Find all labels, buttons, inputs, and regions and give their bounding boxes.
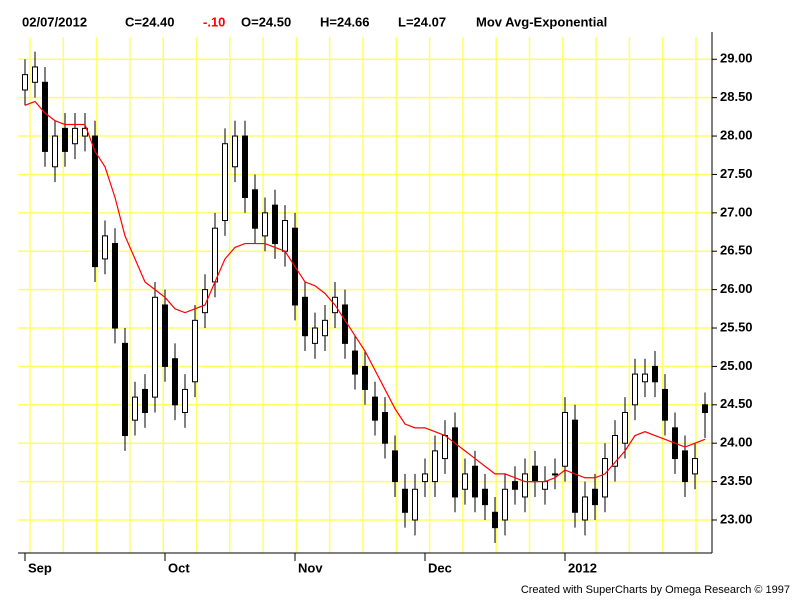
candle-body: [252, 189, 258, 229]
candle-body: [352, 350, 358, 375]
candle-body: [372, 396, 378, 421]
candle-body: [312, 327, 318, 344]
x-tick-label: Sep: [28, 560, 52, 575]
candle-body: [202, 289, 208, 314]
candle-body: [182, 388, 188, 413]
candle-body: [502, 488, 508, 521]
candle-body: [422, 473, 428, 483]
candle-body: [22, 74, 28, 91]
y-tick-label: 26.50: [720, 243, 753, 258]
candle-body: [412, 488, 418, 521]
x-tick-label: Dec: [428, 560, 452, 575]
candle-body: [162, 304, 168, 367]
candle-body: [562, 411, 568, 467]
y-tick-label: 24.50: [720, 396, 753, 411]
y-tick-label: 28.50: [720, 89, 753, 104]
header-change: -.10: [203, 14, 225, 29]
candle-body: [192, 319, 198, 383]
candle-body: [692, 458, 698, 475]
header-study: Mov Avg-Exponential: [476, 14, 607, 29]
candle-body: [612, 435, 618, 467]
header: 02/07/2012 C=24.40 -.10 O=24.50 H=24.66 …: [22, 14, 607, 29]
candle-body: [172, 358, 178, 406]
candle-body: [112, 243, 118, 329]
candle-body: [62, 127, 68, 152]
candle-body: [622, 411, 628, 444]
candle-body: [632, 373, 638, 406]
y-tick-label: 24.00: [720, 435, 753, 450]
ema-line: [24, 100, 706, 483]
candle-body: [582, 496, 588, 521]
x-tick-label: 2012: [568, 560, 597, 575]
candle-body: [322, 319, 328, 337]
x-tick-label: Oct: [168, 560, 190, 575]
candle-body: [222, 143, 228, 222]
candle-body: [522, 473, 528, 498]
candle-body: [282, 220, 288, 252]
candle-body: [272, 204, 278, 245]
candle-body: [482, 488, 488, 506]
candle-body: [132, 396, 138, 421]
y-tick-label: 27.00: [720, 204, 753, 219]
candle-body: [92, 135, 98, 268]
candle-body: [382, 411, 388, 444]
y-tick-label: 25.00: [720, 358, 753, 373]
candle-body: [642, 373, 648, 383]
candle-body: [72, 127, 78, 145]
candle-body: [242, 135, 248, 198]
candle-body: [592, 488, 598, 506]
candle-body: [362, 365, 368, 390]
candle-body: [492, 511, 498, 529]
header-date: 02/07/2012: [22, 14, 87, 29]
y-tick-label: 27.50: [720, 166, 753, 181]
candle-body: [152, 296, 158, 398]
footer: Created with SuperCharts by Omega Resear…: [521, 584, 790, 596]
header-open: O=24.50: [241, 14, 291, 29]
candle-body: [302, 296, 308, 337]
y-tick-label: 23.50: [720, 473, 753, 488]
x-tick-label: Nov: [298, 560, 323, 575]
candle-body: [542, 481, 548, 490]
header-close: C=24.40: [125, 14, 175, 29]
candle-body: [472, 465, 478, 498]
candle-body: [602, 458, 608, 498]
y-tick-label: 29.00: [720, 51, 753, 66]
candle-body: [442, 435, 448, 460]
y-tick-label: 28.00: [720, 127, 753, 142]
candle-body: [662, 388, 668, 421]
candle-body: [122, 342, 128, 437]
candle-body: [512, 481, 518, 490]
y-tick-label: 25.50: [720, 319, 753, 334]
candle-body: [102, 235, 108, 260]
candle-body: [682, 450, 688, 483]
candle-body: [462, 473, 468, 490]
candle-body: [392, 450, 398, 483]
candle-body: [232, 135, 238, 168]
candle-body: [452, 427, 458, 498]
candle-body: [702, 404, 708, 413]
candle-body: [342, 304, 348, 344]
candle-body: [652, 365, 658, 383]
candle-body: [42, 81, 48, 152]
candle-body: [432, 450, 438, 483]
candle-body: [402, 488, 408, 513]
candle-body: [572, 419, 578, 513]
candle-body: [32, 66, 38, 83]
candle-body: [142, 388, 148, 413]
y-tick-label: 23.00: [720, 511, 753, 526]
candle-body: [52, 135, 58, 168]
candle-body: [212, 227, 218, 283]
header-high: H=24.66: [320, 14, 370, 29]
y-tick-label: 26.00: [720, 281, 753, 296]
candle-body: [532, 465, 538, 483]
header-low: L=24.07: [398, 14, 446, 29]
candle-body: [262, 212, 268, 237]
candle-body: [552, 473, 558, 476]
